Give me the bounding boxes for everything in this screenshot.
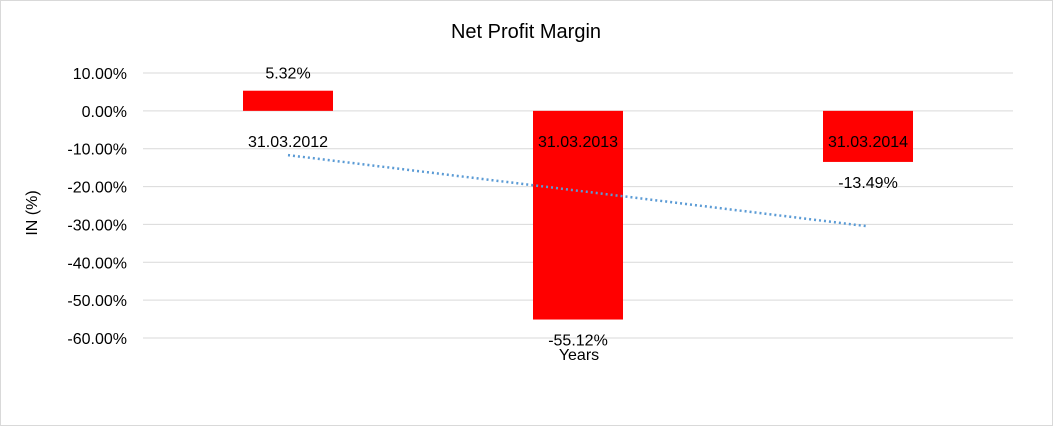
data-label: 5.32% [265,66,310,83]
y-tick-label: 10.00% [73,66,127,83]
y-tick-label: -50.00% [67,293,127,310]
trendline [287,153,869,228]
bars [243,90,913,320]
data-label: -55.12% [548,333,608,350]
y-tick-label: -60.00% [67,331,127,348]
y-tick-label: -20.00% [67,180,127,197]
y-tick-label: -40.00% [67,255,127,272]
chart-title: Net Profit Margin [451,21,601,43]
y-tick-label: 0.00% [82,104,127,121]
trendline-layer [287,153,869,228]
category-label: 31.03.2013 [538,134,618,151]
y-axis-title: IN (%) [24,190,41,235]
bar [243,90,333,111]
y-tick-label: -30.00% [67,217,127,234]
bar [823,110,913,162]
bar [533,110,623,320]
x-axis-title: Years [559,347,599,364]
category-label: 31.03.2012 [248,134,328,151]
y-axis-ticks: 10.00% 0.00% -10.00% -20.00% -30.00% -40.00% -… [67,66,127,348]
y-tick-label: -10.00% [67,142,127,159]
category-labels: 31.03.2012 31.03.2013 31.03.2014 [248,134,908,151]
category-label: 31.03.2014 [828,134,908,151]
data-labels: 5.32% -55.12% -13.49% [265,66,897,350]
data-label: -13.49% [838,175,898,192]
